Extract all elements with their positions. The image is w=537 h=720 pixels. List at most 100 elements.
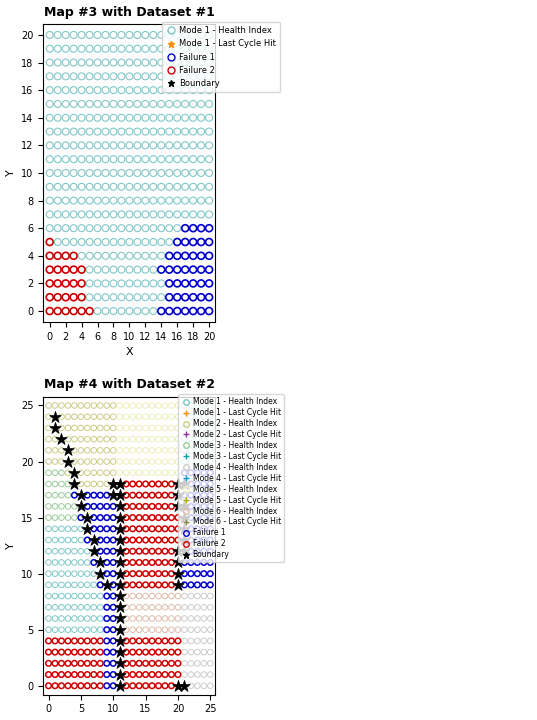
Point bbox=[206, 579, 215, 590]
Point bbox=[46, 292, 54, 303]
Point bbox=[70, 444, 79, 456]
Point bbox=[101, 305, 110, 317]
Point bbox=[103, 647, 111, 658]
Point bbox=[122, 557, 130, 568]
Point bbox=[161, 478, 169, 490]
Point bbox=[44, 669, 53, 680]
Point bbox=[141, 153, 150, 165]
Point bbox=[193, 579, 202, 590]
Point bbox=[167, 669, 176, 680]
Point bbox=[173, 557, 182, 568]
Point bbox=[133, 167, 142, 179]
Point bbox=[77, 546, 85, 557]
Point bbox=[193, 444, 202, 456]
Point bbox=[115, 680, 124, 691]
Point bbox=[189, 126, 198, 138]
Point bbox=[173, 657, 182, 669]
Point bbox=[141, 456, 150, 467]
Point bbox=[205, 112, 213, 124]
Point bbox=[133, 236, 142, 248]
Point bbox=[193, 635, 202, 647]
Point bbox=[125, 278, 134, 289]
Point bbox=[148, 635, 156, 647]
Point bbox=[83, 400, 92, 411]
Point bbox=[125, 71, 134, 82]
Point bbox=[157, 181, 165, 192]
Point bbox=[141, 264, 150, 275]
Point bbox=[69, 43, 78, 55]
Point bbox=[181, 153, 190, 165]
Point bbox=[149, 57, 158, 68]
Point bbox=[181, 222, 190, 234]
Point bbox=[93, 167, 102, 179]
Point bbox=[165, 112, 173, 124]
Point bbox=[57, 601, 66, 613]
Point bbox=[193, 647, 202, 658]
Point bbox=[197, 84, 206, 96]
Point bbox=[44, 433, 53, 445]
Point bbox=[101, 153, 110, 165]
Point bbox=[180, 613, 188, 624]
Point bbox=[200, 657, 208, 669]
Point bbox=[125, 84, 134, 96]
Point bbox=[197, 140, 206, 151]
Point bbox=[101, 140, 110, 151]
Point bbox=[141, 500, 150, 512]
Point bbox=[85, 167, 94, 179]
Point bbox=[154, 647, 163, 658]
Point bbox=[53, 140, 62, 151]
Point bbox=[128, 647, 137, 658]
Point bbox=[44, 512, 53, 523]
Point bbox=[69, 57, 78, 68]
Point bbox=[149, 43, 158, 55]
Point bbox=[109, 126, 118, 138]
Point bbox=[69, 140, 78, 151]
Point bbox=[117, 140, 126, 151]
Point bbox=[85, 98, 94, 109]
Point bbox=[205, 264, 213, 275]
Point bbox=[117, 153, 126, 165]
Point bbox=[189, 167, 198, 179]
Point bbox=[115, 534, 124, 546]
Point bbox=[90, 512, 98, 523]
Point bbox=[173, 57, 182, 68]
Point bbox=[96, 490, 105, 501]
Point bbox=[109, 278, 118, 289]
Point bbox=[69, 278, 78, 289]
Point bbox=[141, 400, 150, 411]
Point bbox=[141, 557, 150, 568]
Point bbox=[141, 236, 150, 248]
Point bbox=[167, 422, 176, 433]
Point bbox=[128, 546, 137, 557]
Point bbox=[133, 43, 142, 55]
Point bbox=[53, 167, 62, 179]
Point bbox=[167, 657, 176, 669]
Point bbox=[83, 590, 92, 602]
Point bbox=[46, 209, 54, 220]
Point bbox=[149, 305, 158, 317]
Point bbox=[85, 278, 94, 289]
Point bbox=[90, 467, 98, 479]
Point bbox=[165, 278, 173, 289]
Point bbox=[128, 590, 137, 602]
Point bbox=[165, 236, 173, 248]
Point bbox=[101, 126, 110, 138]
Point bbox=[83, 422, 92, 433]
Point bbox=[117, 181, 126, 192]
Point bbox=[46, 57, 54, 68]
Point bbox=[77, 222, 86, 234]
Point bbox=[141, 601, 150, 613]
Point bbox=[70, 601, 79, 613]
Point bbox=[133, 264, 142, 275]
Point bbox=[181, 140, 190, 151]
Point bbox=[180, 680, 188, 691]
Point bbox=[77, 264, 86, 275]
Point bbox=[173, 422, 182, 433]
Point bbox=[83, 657, 92, 669]
Point bbox=[109, 590, 118, 602]
Point bbox=[90, 478, 98, 490]
Point bbox=[149, 71, 158, 82]
Point bbox=[50, 590, 59, 602]
Point bbox=[161, 523, 169, 534]
Point bbox=[149, 84, 158, 96]
